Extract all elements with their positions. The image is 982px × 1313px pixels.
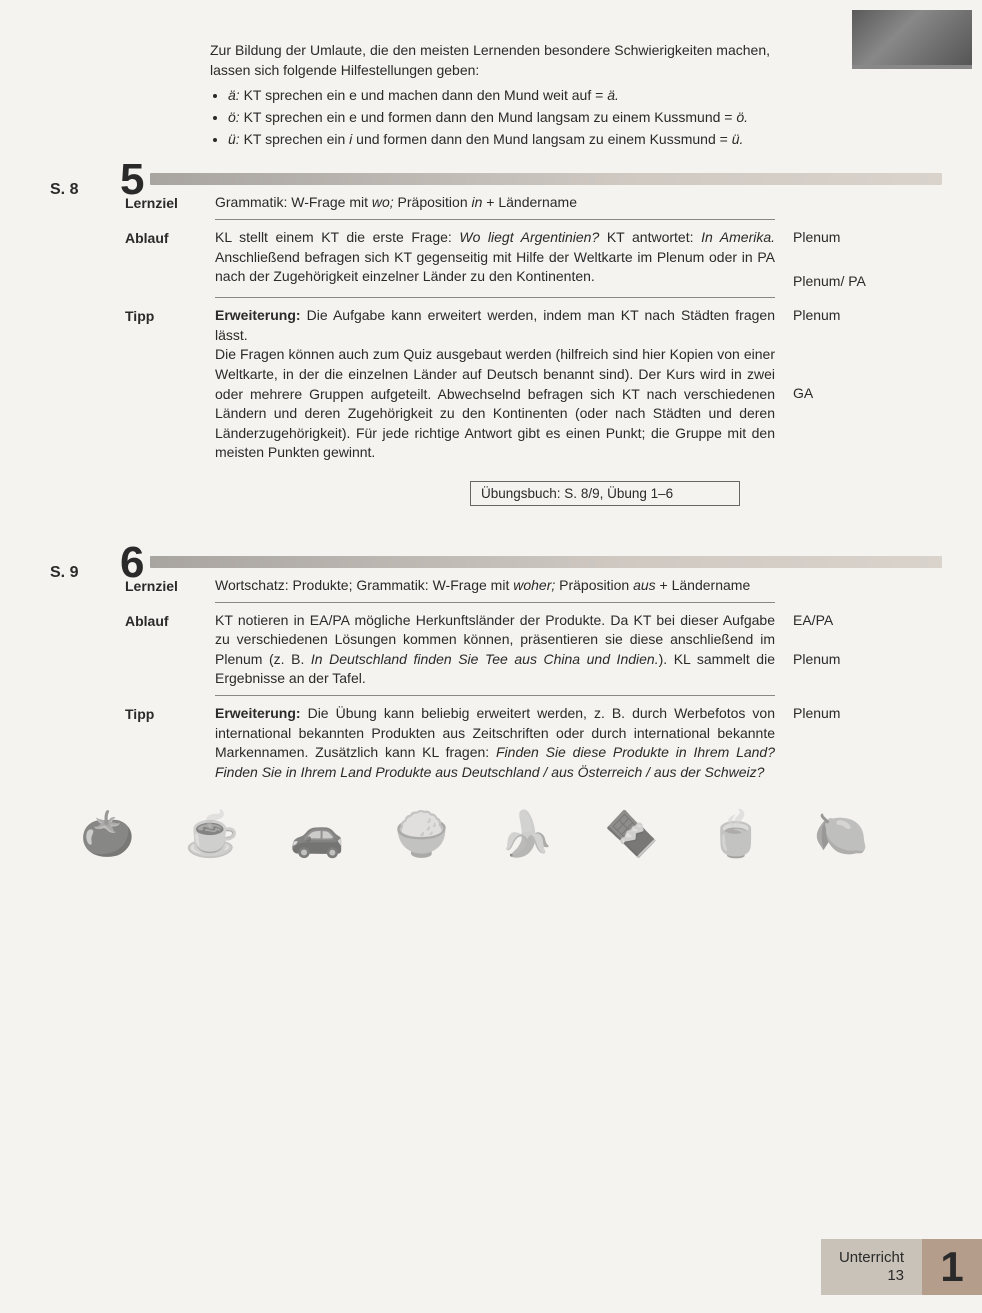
product-icon: 🚗 bbox=[290, 808, 345, 860]
page-ref-6: S. 9 bbox=[50, 564, 78, 582]
lernziel-text: Grammatik: W-Frage mit wo; Präposition i… bbox=[215, 193, 783, 213]
uebungsbuch-box: Übungsbuch: S. 8/9, Übung 1–6 bbox=[470, 481, 740, 506]
product-icon: 🍫 bbox=[604, 808, 659, 860]
tipp-label: Tipp bbox=[125, 306, 215, 463]
mode-col: Plenum bbox=[783, 704, 873, 782]
product-illustrations: 🍅 ☕ 🚗 🍚 🍌 🍫 🍵 🍋 bbox=[80, 808, 942, 860]
page-footer: Unterricht 13 1 bbox=[821, 1239, 982, 1295]
page: Zur Bildung der Umlaute, die den meisten… bbox=[0, 0, 982, 1313]
umlaut-a: ä: KT sprechen ein e und machen dann den… bbox=[228, 85, 770, 105]
tipp-bold: Erweiterung: bbox=[215, 705, 301, 721]
product-icon: 🍌 bbox=[499, 808, 554, 860]
section-5: S. 8 5 Lernziel Grammatik: W-Frage mit w… bbox=[50, 173, 942, 506]
tipp-label: Tipp bbox=[125, 704, 215, 782]
intro-block: Zur Bildung der Umlaute, die den meisten… bbox=[210, 40, 770, 149]
lernziel-row: Lernziel Grammatik: W-Frage mit wo; Präp… bbox=[125, 193, 942, 213]
unit-number: 1 bbox=[922, 1239, 982, 1295]
section-6: S. 9 6 Lernziel Wortschatz: Produkte; Gr… bbox=[50, 556, 942, 782]
umlaut-u: ü: KT sprechen ein i und formen dann den… bbox=[228, 129, 770, 149]
divider bbox=[215, 297, 775, 298]
intro-lead: Zur Bildung der Umlaute, die den meisten… bbox=[210, 42, 770, 78]
product-icon: 🍚 bbox=[394, 808, 449, 860]
mode-plenum: Plenum bbox=[793, 228, 873, 248]
divider bbox=[215, 219, 775, 220]
section-number-5: 5 bbox=[120, 155, 144, 205]
tipp-text: Erweiterung: Die Übung kann beliebig erw… bbox=[215, 704, 783, 782]
umlaut-o: ö: KT sprechen ein e und formen dann den… bbox=[228, 107, 770, 127]
header-photo bbox=[852, 10, 972, 69]
product-icon: 🍅 bbox=[80, 808, 135, 860]
mode-plenum: Plenum bbox=[793, 306, 873, 326]
ablauf-text: KL stellt einem KT die erste Frage: Wo l… bbox=[215, 228, 783, 291]
ablauf-text: KT notieren in EA/PA mögliche Herkunftsl… bbox=[215, 611, 783, 689]
ablauf-label: Ablauf bbox=[125, 228, 215, 291]
section-number-6: 6 bbox=[120, 538, 144, 588]
lernziel-text: Wortschatz: Produkte; Grammatik: W-Frage… bbox=[215, 576, 783, 596]
product-icon: 🍵 bbox=[709, 808, 764, 860]
tipp-bold: Erweiterung: bbox=[215, 307, 301, 323]
product-icon: 🍋 bbox=[814, 808, 869, 860]
mode-plenum: Plenum bbox=[793, 704, 873, 724]
lernziel-row: Lernziel Wortschatz: Produkte; Grammatik… bbox=[125, 576, 942, 596]
mode-col: EA/PA Plenum bbox=[783, 611, 873, 689]
tipp-row: Tipp Erweiterung: Die Übung kann beliebi… bbox=[125, 704, 942, 782]
divider bbox=[215, 602, 775, 603]
divider bbox=[215, 695, 775, 696]
footer-page: 13 bbox=[887, 1267, 904, 1284]
ablauf-label: Ablauf bbox=[125, 611, 215, 689]
ablauf-row: Ablauf KL stellt einem KT die erste Frag… bbox=[125, 228, 942, 291]
mode-col: Plenum Plenum/ PA bbox=[783, 228, 873, 291]
mode-ea-pa: EA/PA bbox=[793, 611, 873, 631]
section-bar bbox=[150, 173, 942, 185]
page-ref-5: S. 8 bbox=[50, 181, 78, 199]
footer-label: Unterricht 13 bbox=[821, 1239, 922, 1295]
tipp-row: Tipp Erweiterung: Die Aufgabe kann erwei… bbox=[125, 306, 942, 463]
mode-ga: GA bbox=[793, 384, 873, 404]
mode-plenum: Plenum bbox=[793, 650, 873, 670]
mode-plenum-pa: Plenum/ PA bbox=[793, 272, 873, 292]
tipp-text: Erweiterung: Die Aufgabe kann erweitert … bbox=[215, 306, 783, 463]
umlaut-list: ä: KT sprechen ein e und machen dann den… bbox=[228, 85, 770, 150]
section-bar bbox=[150, 556, 942, 568]
ablauf-row: Ablauf KT notieren in EA/PA mögliche Her… bbox=[125, 611, 942, 689]
mode-col: Plenum GA bbox=[783, 306, 873, 463]
product-icon: ☕ bbox=[185, 808, 240, 860]
